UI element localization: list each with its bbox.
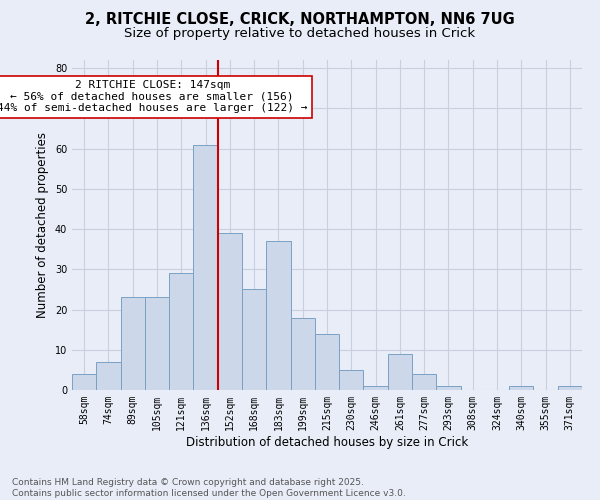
Bar xyxy=(242,290,266,390)
Bar xyxy=(72,374,96,390)
Text: Size of property relative to detached houses in Crick: Size of property relative to detached ho… xyxy=(124,28,476,40)
Bar xyxy=(509,386,533,390)
Bar xyxy=(121,298,145,390)
Bar xyxy=(266,241,290,390)
Bar xyxy=(388,354,412,390)
Bar xyxy=(145,298,169,390)
Text: 2, RITCHIE CLOSE, CRICK, NORTHAMPTON, NN6 7UG: 2, RITCHIE CLOSE, CRICK, NORTHAMPTON, NN… xyxy=(85,12,515,28)
Bar xyxy=(290,318,315,390)
Bar xyxy=(558,386,582,390)
Y-axis label: Number of detached properties: Number of detached properties xyxy=(36,132,49,318)
X-axis label: Distribution of detached houses by size in Crick: Distribution of detached houses by size … xyxy=(186,436,468,448)
Bar xyxy=(436,386,461,390)
Bar xyxy=(315,334,339,390)
Bar xyxy=(412,374,436,390)
Bar xyxy=(193,144,218,390)
Bar xyxy=(169,274,193,390)
Text: 2 RITCHIE CLOSE: 147sqm
← 56% of detached houses are smaller (156)
44% of semi-d: 2 RITCHIE CLOSE: 147sqm ← 56% of detache… xyxy=(0,80,307,114)
Bar xyxy=(218,233,242,390)
Bar xyxy=(96,362,121,390)
Bar xyxy=(364,386,388,390)
Bar xyxy=(339,370,364,390)
Text: Contains HM Land Registry data © Crown copyright and database right 2025.
Contai: Contains HM Land Registry data © Crown c… xyxy=(12,478,406,498)
